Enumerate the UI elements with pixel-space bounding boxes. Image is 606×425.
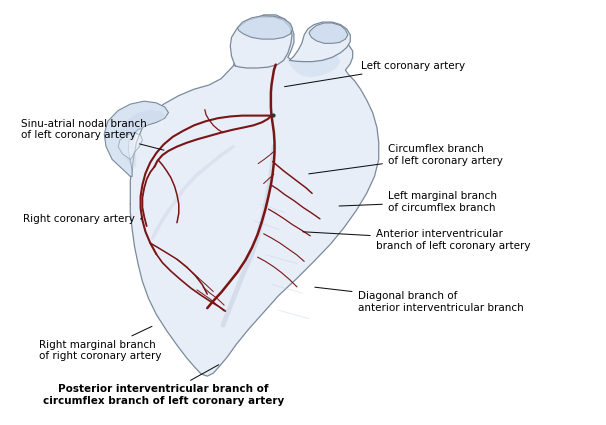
Text: Sinu-atrial nodal branch
of left coronary artery: Sinu-atrial nodal branch of left coronar…: [21, 119, 164, 150]
Polygon shape: [288, 54, 341, 77]
Polygon shape: [309, 23, 348, 43]
Text: Posterior interventricular branch of
circumflex branch of left coronary artery: Posterior interventricular branch of cir…: [43, 365, 284, 406]
Polygon shape: [230, 17, 292, 68]
Polygon shape: [118, 133, 142, 159]
Polygon shape: [290, 22, 350, 62]
Text: Circumflex branch
of left coronary artery: Circumflex branch of left coronary arter…: [309, 144, 503, 174]
Text: Anterior interventricular
branch of left coronary artery: Anterior interventricular branch of left…: [303, 230, 530, 251]
Text: Left coronary artery: Left coronary artery: [285, 61, 465, 87]
Polygon shape: [130, 15, 379, 376]
Text: Left marginal branch
of circumflex branch: Left marginal branch of circumflex branc…: [339, 191, 497, 212]
Polygon shape: [118, 110, 167, 168]
Polygon shape: [104, 101, 168, 176]
Text: Right coronary artery: Right coronary artery: [23, 214, 142, 224]
Text: Diagonal branch of
anterior interventricular branch: Diagonal branch of anterior interventric…: [315, 287, 524, 312]
Text: Right marginal branch
of right coronary artery: Right marginal branch of right coronary …: [39, 326, 162, 361]
Polygon shape: [238, 16, 293, 39]
